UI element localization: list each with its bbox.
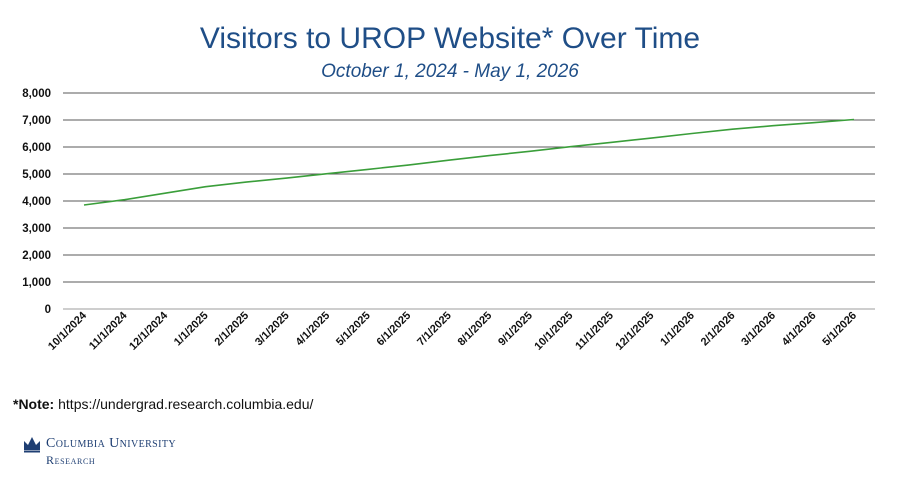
x-tick-label: 11/1/2025 [573,310,616,353]
x-tick-label: 7/1/2025 [415,310,454,349]
y-tick-label: 0 [45,304,51,316]
y-tick-label: 1,000 [22,277,51,289]
crown-icon [24,437,40,453]
chart-subtitle: October 1, 2024 - May 1, 2026 [321,61,579,82]
x-tick-label: 2/1/2026 [699,310,738,349]
y-tick-label: 7,000 [22,115,51,127]
x-tick-label: 6/1/2025 [375,310,414,349]
x-tick-label: 11/1/2024 [87,309,130,352]
x-tick-label: 4/1/2025 [294,310,333,349]
logo-research-label: Research [46,453,96,467]
y-tick-label: 8,000 [22,88,51,100]
line-chart: 0 1,000 2,000 3,000 4,000 5,000 6,000 7,000 8,00… [22,88,875,353]
note-label: *Note: [13,396,55,412]
note-url: https://undergrad.research.columbia.edu/ [54,396,314,412]
y-tick-label: 4,000 [22,196,51,208]
x-tick-label: 4/1/2026 [780,310,819,349]
series-line [83,118,855,206]
x-tick-label: 5/1/2026 [820,310,859,349]
x-tick-label: 5/1/2025 [334,310,373,349]
x-tick-label: 10/1/2025 [532,310,575,353]
x-tick-label: 1/1/2025 [172,310,211,349]
y-tick-label: 5,000 [22,169,51,181]
x-tick-label: 10/1/2024 [46,309,90,353]
y-tick-label: 3,000 [22,223,51,235]
x-tick-label: 8/1/2025 [456,310,495,349]
x-tick-label: 1/1/2026 [658,310,697,349]
logo-university-name: Columbia University [46,436,176,451]
y-tick-label: 6,000 [22,142,51,154]
y-tick-label: 2,000 [22,250,51,262]
x-tick-label: 12/1/2025 [613,310,656,353]
chart-title: Visitors to UROP Website* Over Time [199,22,701,55]
x-tick-label: 2/1/2025 [212,310,251,349]
x-tick-label: 12/1/2024 [127,309,171,353]
x-tick-label: 9/1/2025 [496,310,535,349]
source-note: *Note: https://undergrad.research.columb… [13,396,313,412]
x-tick-label: 3/1/2026 [739,310,778,349]
x-tick-label: 3/1/2025 [253,310,292,349]
